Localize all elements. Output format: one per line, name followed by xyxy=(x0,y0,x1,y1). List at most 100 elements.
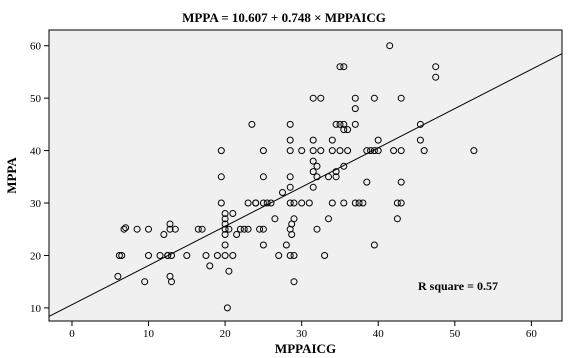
data-point xyxy=(248,120,256,128)
data-point xyxy=(351,105,359,113)
data-point xyxy=(290,278,298,286)
data-point xyxy=(115,252,123,259)
data-point xyxy=(290,215,298,223)
data-point xyxy=(259,173,267,181)
data-point xyxy=(432,73,440,81)
data-point xyxy=(145,252,152,259)
data-point xyxy=(336,147,344,155)
data-point xyxy=(370,94,378,102)
data-point xyxy=(390,147,398,155)
data-point xyxy=(309,147,317,155)
x-tick-label: 20 xyxy=(220,328,232,340)
x-tick-label: 10 xyxy=(143,328,155,340)
data-point xyxy=(221,252,229,259)
data-point xyxy=(363,178,371,186)
data-point xyxy=(370,147,378,155)
data-point xyxy=(420,147,428,155)
data-point xyxy=(133,225,141,233)
x-tick-label: 60 xyxy=(526,328,538,340)
data-point xyxy=(286,173,294,181)
data-point xyxy=(286,199,294,207)
data-point xyxy=(313,162,321,170)
data-point xyxy=(290,252,298,259)
data-point xyxy=(416,136,424,144)
data-point xyxy=(309,136,317,144)
data-point xyxy=(168,278,175,286)
data-point xyxy=(259,199,267,207)
data-point xyxy=(340,120,348,128)
data-point xyxy=(202,252,210,259)
data-point xyxy=(355,199,363,207)
data-point xyxy=(217,173,225,181)
data-point xyxy=(141,278,149,286)
data-point xyxy=(279,189,286,196)
data-point xyxy=(340,199,348,207)
data-point xyxy=(275,252,283,259)
data-point xyxy=(286,136,294,144)
y-axis-label: MPPA xyxy=(4,157,19,194)
data-point xyxy=(282,241,290,249)
data-point xyxy=(325,215,332,223)
data-point xyxy=(217,147,225,155)
y-tick-label: 40 xyxy=(30,146,42,158)
data-point xyxy=(328,136,336,144)
data-point xyxy=(321,252,329,259)
data-point xyxy=(164,252,172,259)
r-square-annotation: R square = 0.57 xyxy=(418,279,498,293)
data-point xyxy=(171,225,179,233)
data-point xyxy=(259,147,267,155)
y-tick-label: 60 xyxy=(30,41,42,53)
data-points xyxy=(114,42,478,312)
data-point xyxy=(309,168,317,176)
data-point xyxy=(236,225,244,233)
data-point xyxy=(122,224,130,232)
y-tick-label: 10 xyxy=(30,303,42,315)
data-point xyxy=(317,94,325,102)
data-point xyxy=(332,173,340,181)
data-point xyxy=(328,199,336,207)
chart-title: MPPA = 10.607 + 0.748 × MPPAICG xyxy=(182,10,386,25)
data-point xyxy=(217,199,225,207)
data-point xyxy=(160,231,168,238)
regression-line xyxy=(48,53,563,317)
data-point xyxy=(393,199,401,207)
data-point xyxy=(332,120,340,128)
x-tick-label: 40 xyxy=(373,328,385,340)
data-point xyxy=(374,136,382,144)
data-point xyxy=(229,252,237,259)
data-point xyxy=(317,147,325,155)
y-tick-label: 20 xyxy=(30,250,42,262)
data-point xyxy=(221,210,229,217)
data-point xyxy=(332,168,340,176)
y-tick-label: 30 xyxy=(30,198,42,210)
data-point xyxy=(313,225,321,233)
data-point xyxy=(194,225,202,233)
data-point xyxy=(120,225,128,233)
data-point xyxy=(288,231,296,238)
data-point xyxy=(206,262,214,270)
data-point xyxy=(271,215,279,223)
data-point xyxy=(256,225,264,233)
data-point xyxy=(309,183,317,191)
data-point xyxy=(290,199,298,207)
data-point xyxy=(252,199,260,207)
data-point xyxy=(221,220,229,228)
data-point xyxy=(470,147,478,155)
data-point xyxy=(225,267,233,275)
data-point xyxy=(286,183,294,191)
data-point xyxy=(286,252,294,259)
data-point xyxy=(244,199,252,207)
data-point xyxy=(286,147,294,155)
data-point xyxy=(359,199,367,207)
data-point xyxy=(351,94,359,102)
data-point xyxy=(198,225,206,233)
data-point xyxy=(240,225,248,233)
data-point xyxy=(223,304,231,312)
data-point xyxy=(386,42,394,50)
data-point xyxy=(340,162,348,170)
x-axis-label: MPPAICG xyxy=(275,341,336,356)
data-point xyxy=(298,147,306,155)
data-point xyxy=(221,241,229,249)
data-point xyxy=(221,215,229,223)
